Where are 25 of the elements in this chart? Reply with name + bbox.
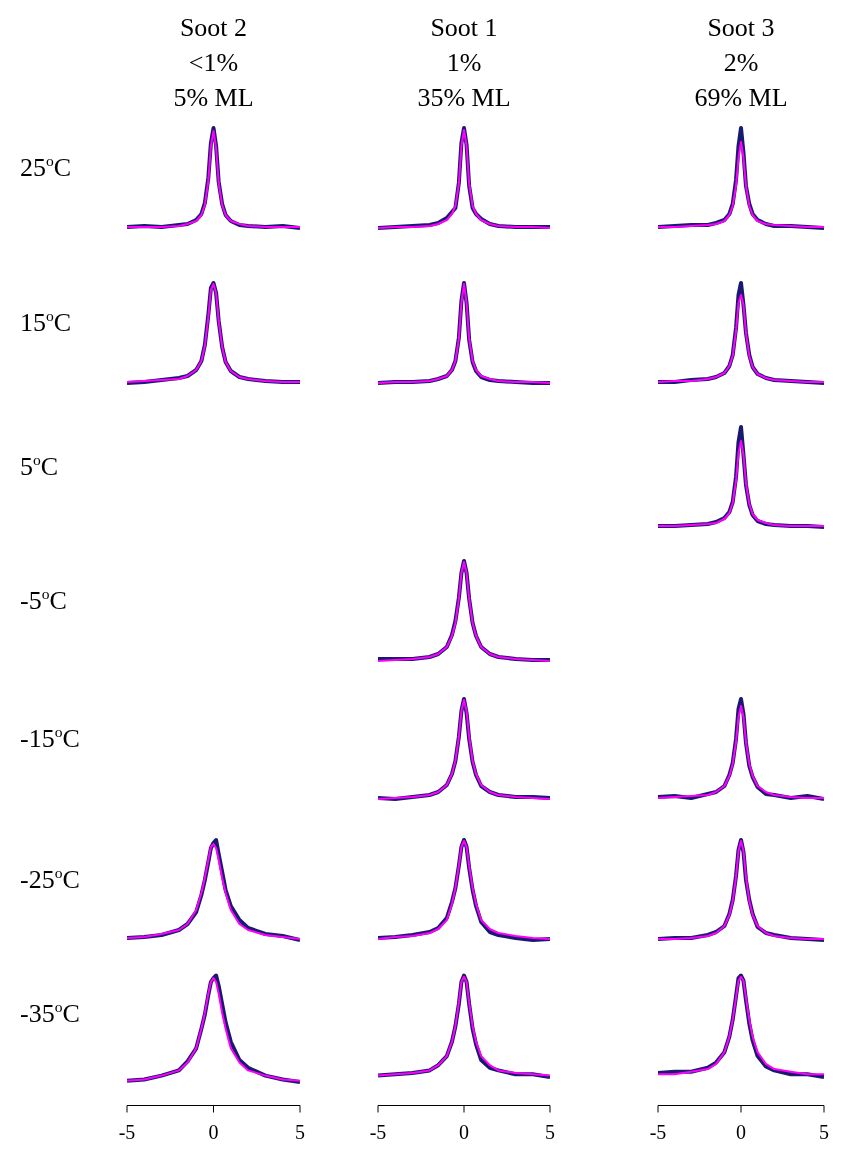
text: 69% ML [693,82,789,114]
y-axis-title: -35$^{o}$C [20,997,80,1029]
y-axis-title: -25$^{o}$C [20,864,80,895]
x-tick-label: 0 [736,1120,746,1143]
x-tick-label: 5 [295,1120,305,1143]
y-axis-title: 25$^{o}$C [20,152,72,183]
y-axis-title: -15$^{o}$C [20,723,80,754]
x-tick-label: -5 [649,1120,667,1143]
chart-subtitle: 2% [722,47,760,79]
chart-title: Soot 2 [178,12,249,44]
x-tick-label: -5 [118,1120,136,1143]
y-axis-title: -5$^{o}$C [20,585,67,616]
chart-subtitle: <1% [187,47,240,79]
chart-title: Soot 3 [706,12,776,44]
x-tick-label: -5 [369,1120,387,1143]
text: 35% ML [416,82,512,114]
chart-title: Soot 1 [429,12,499,44]
x-tick-label: 5 [819,1120,829,1143]
chart-subtitle: 1% [445,47,483,79]
y-axis-title: 15$^{o}$C [20,307,72,338]
x-tick-label: 5 [545,1120,555,1143]
y-axis-title: 5$^{o}$C [20,451,59,482]
x-tick-label: 0 [208,1120,219,1143]
text: 5% ML [172,82,255,114]
x-tick-label: 0 [459,1120,469,1143]
